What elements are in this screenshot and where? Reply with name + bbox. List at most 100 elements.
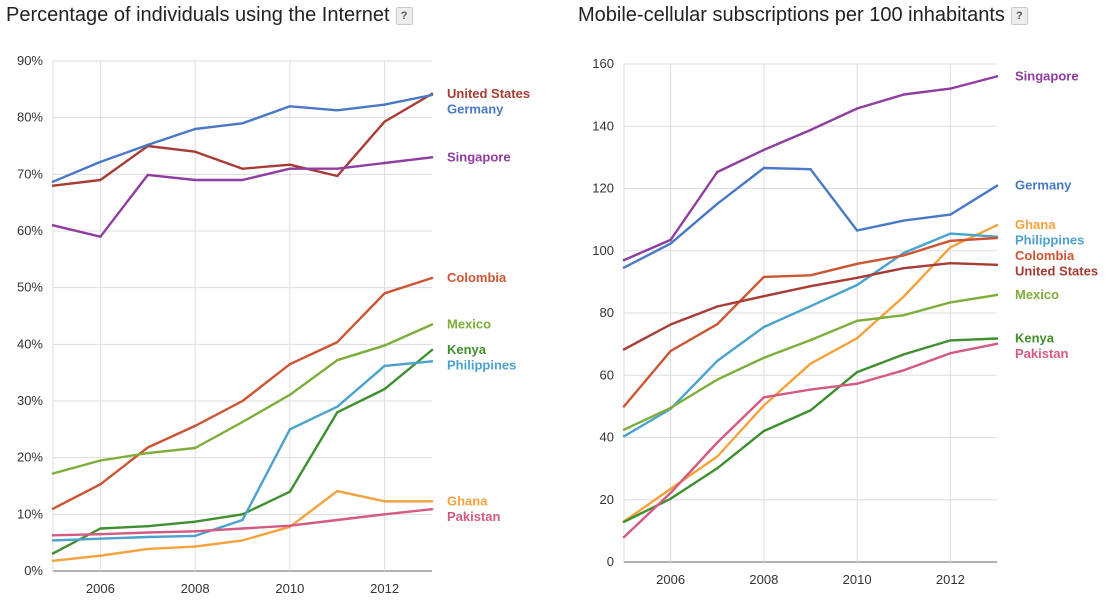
y-tick-label: 80% bbox=[17, 110, 43, 125]
series-label-ghana: Ghana bbox=[1015, 217, 1056, 232]
y-tick-label: 80 bbox=[600, 305, 614, 320]
y-tick-label: 100 bbox=[592, 243, 614, 258]
x-tick-label: 2012 bbox=[370, 581, 399, 596]
data-point-philippines bbox=[809, 304, 812, 308]
internet-usage-line-chart: 0% 10% 20% 30% 40% 50% 60% 70% 80% 90% 2006 2008 201… bbox=[17, 53, 530, 596]
data-point-ghana bbox=[99, 554, 102, 557]
data-point-united-states bbox=[716, 305, 719, 308]
data-point-united-states bbox=[51, 184, 55, 187]
data-point-pakistan bbox=[762, 396, 766, 399]
data-point-colombia bbox=[855, 262, 859, 266]
series-label-united-states: United States bbox=[447, 86, 530, 101]
series-label-colombia: Colombia bbox=[447, 270, 507, 285]
x-tick-label: 2010 bbox=[843, 572, 872, 587]
data-point-pakistan bbox=[669, 491, 672, 495]
help-icon[interactable]: ? bbox=[395, 7, 413, 25]
data-point-ghana bbox=[902, 295, 905, 298]
data-point-united-states bbox=[809, 285, 812, 288]
y-tick-label: 140 bbox=[592, 118, 614, 133]
data-point-philippines bbox=[949, 232, 952, 235]
series-label-kenya: Kenya bbox=[1015, 331, 1055, 346]
data-point-kenya bbox=[855, 370, 859, 374]
data-point-germany bbox=[949, 213, 952, 216]
series-line-kenya[interactable] bbox=[622, 337, 999, 523]
data-point-singapore bbox=[995, 75, 999, 78]
data-point-kenya bbox=[336, 411, 339, 414]
series-label-colombia: Colombia bbox=[1015, 248, 1075, 263]
data-point-colombia bbox=[193, 424, 197, 428]
data-point-colombia bbox=[762, 275, 766, 279]
data-point-pakistan bbox=[995, 342, 999, 346]
data-point-ghana bbox=[809, 362, 812, 365]
series-line-ghana[interactable] bbox=[622, 223, 999, 523]
data-point-singapore bbox=[762, 148, 766, 152]
data-point-mexico bbox=[241, 420, 244, 424]
data-point-colombia bbox=[383, 292, 386, 295]
data-point-mexico bbox=[902, 313, 905, 317]
data-point-singapore bbox=[99, 235, 102, 238]
y-tick-label: 10% bbox=[17, 506, 43, 521]
data-point-singapore bbox=[146, 173, 149, 177]
data-point-mexico bbox=[762, 356, 766, 360]
series-line-united-states[interactable] bbox=[51, 92, 434, 187]
data-point-singapore bbox=[193, 178, 197, 182]
data-point-germany bbox=[762, 166, 766, 170]
series-line-pakistan[interactable] bbox=[622, 342, 999, 539]
data-point-mexico bbox=[383, 344, 386, 347]
data-point-pakistan bbox=[902, 369, 905, 372]
data-point-ghana bbox=[193, 545, 197, 548]
data-point-united-states bbox=[193, 150, 197, 153]
y-tick-label: 160 bbox=[592, 56, 614, 71]
x-tick-label: 2008 bbox=[181, 581, 210, 596]
data-point-ghana bbox=[241, 539, 244, 542]
mobile-subscriptions-line-chart: 0 20 40 60 80 100 120 140 160 2006 2008 2010 2012 Sin… bbox=[592, 56, 1098, 587]
data-point-philippines bbox=[51, 539, 55, 542]
data-point-mexico bbox=[949, 301, 952, 304]
data-point-colombia bbox=[716, 323, 719, 326]
data-point-colombia bbox=[51, 507, 55, 510]
y-tick-label: 90% bbox=[17, 53, 43, 68]
y-tick-label: 0% bbox=[24, 563, 43, 578]
data-point-ghana bbox=[669, 487, 672, 491]
series-label-kenya: Kenya bbox=[447, 342, 487, 357]
data-point-colombia bbox=[288, 362, 292, 366]
data-point-mexico bbox=[855, 319, 859, 322]
help-icon[interactable]: ? bbox=[1010, 7, 1028, 25]
data-point-philippines bbox=[288, 428, 292, 431]
data-point-kenya bbox=[995, 337, 999, 340]
data-point-united-states bbox=[383, 120, 386, 123]
data-point-mexico bbox=[146, 451, 149, 455]
data-point-mexico bbox=[99, 459, 102, 462]
chart-title: Percentage of individuals using the Inte… bbox=[6, 4, 413, 27]
data-point-ghana bbox=[762, 404, 766, 407]
data-point-kenya bbox=[762, 429, 766, 433]
data-point-kenya bbox=[193, 520, 197, 523]
series-label-mexico: Mexico bbox=[1015, 287, 1059, 302]
series-line-germany[interactable] bbox=[622, 166, 999, 269]
chart-title-text: Percentage of individuals using the Inte… bbox=[6, 4, 390, 26]
data-point-kenya bbox=[716, 467, 719, 470]
data-point-pakistan bbox=[288, 524, 292, 527]
data-point-singapore bbox=[51, 224, 55, 227]
data-point-pakistan bbox=[855, 382, 859, 385]
data-point-philippines bbox=[716, 359, 719, 363]
series-label-united-states: United States bbox=[1015, 264, 1098, 279]
data-point-ghana bbox=[855, 337, 859, 340]
data-point-philippines bbox=[146, 535, 149, 539]
data-point-singapore bbox=[902, 93, 905, 96]
series-label-germany: Germany bbox=[447, 101, 504, 116]
x-tick-label: 2010 bbox=[275, 581, 304, 596]
data-point-germany bbox=[622, 266, 626, 269]
series-line-kenya[interactable] bbox=[51, 348, 434, 555]
series-label-germany: Germany bbox=[1015, 178, 1072, 193]
data-point-germany bbox=[669, 242, 672, 245]
y-tick-label: 40 bbox=[600, 430, 614, 445]
x-tick-label: 2008 bbox=[749, 572, 778, 587]
data-point-germany bbox=[430, 93, 434, 97]
series-line-mexico[interactable] bbox=[51, 323, 434, 475]
y-tick-label: 20 bbox=[600, 492, 614, 507]
data-point-pakistan bbox=[146, 531, 149, 534]
series-line-ghana[interactable] bbox=[51, 489, 434, 562]
mobile-subscriptions-chart-panel: Mobile-cellular subscriptions per 100 in… bbox=[560, 0, 1109, 606]
data-point-mexico bbox=[288, 393, 292, 396]
